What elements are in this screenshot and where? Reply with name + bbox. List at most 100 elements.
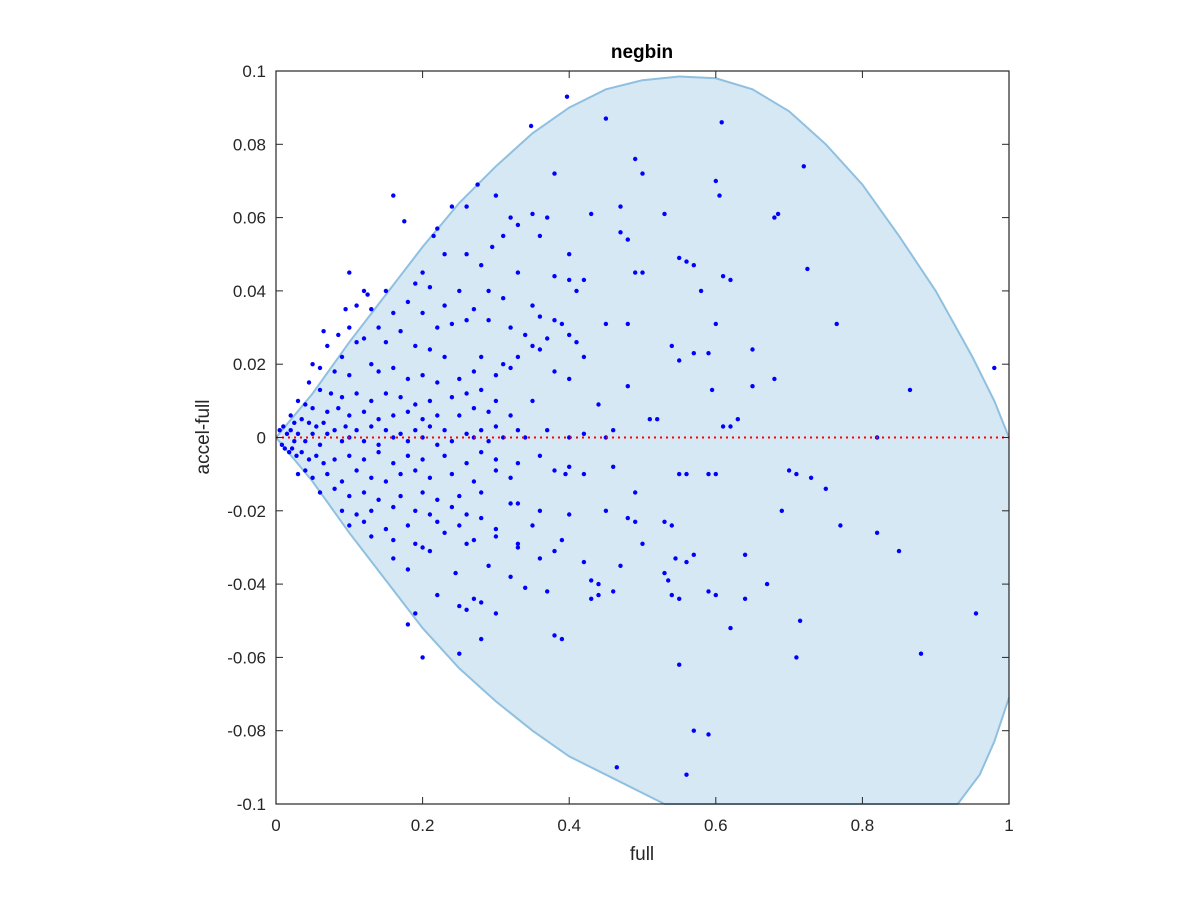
data-point [625,237,630,242]
data-point [603,116,609,121]
data-point [508,501,513,506]
data-point [677,471,682,477]
data-point [564,94,570,99]
data-point [464,391,469,396]
data-point [442,303,447,308]
data-point [383,526,389,532]
data-point [391,193,396,198]
data-point [427,548,433,554]
data-point [427,475,433,480]
data-point [728,424,733,429]
data-point [449,471,455,477]
data-point [589,211,594,217]
data-point [402,219,407,224]
data-point [376,450,381,455]
data-point [405,439,411,444]
data-point [567,435,572,440]
data-point [317,490,323,495]
data-point [618,563,623,568]
data-point [669,343,674,349]
data-point [435,442,440,447]
data-point [391,556,396,561]
data-point [442,453,447,458]
data-point [303,439,308,444]
data-point [427,347,433,352]
data-point [552,369,557,374]
data-point [471,369,477,374]
data-point [486,439,491,444]
data-point [720,274,726,279]
data-point [361,439,367,444]
data-point [501,233,506,239]
data-point [537,233,543,239]
data-point [742,552,748,557]
data-point [427,398,433,404]
data-point [299,450,304,455]
data-point [405,376,411,382]
data-point [336,406,341,411]
data-point [321,461,326,466]
data-point [457,523,462,528]
data-point [383,391,389,396]
data-point [449,439,455,444]
data-point [435,413,440,418]
data-point [420,417,425,422]
data-point [493,468,499,473]
data-point [973,611,979,616]
data-point [596,581,601,587]
data-point [581,431,587,436]
data-point [405,409,411,414]
data-point [563,471,568,477]
data-point [471,479,477,484]
data-point [391,504,396,510]
data-point [772,215,777,220]
region-lower-boundary [275,436,1010,805]
data-point [493,526,499,532]
data-point [449,321,455,327]
data-point [471,406,477,411]
data-point [493,457,499,462]
data-point [347,270,352,275]
x-axis-ticks: 0 0.2 0.4 0.6 0.8 1 [271,71,1014,835]
data-point [764,581,770,587]
data-point [508,325,513,330]
data-point [398,471,403,477]
data-point [383,428,389,433]
data-point [420,490,425,495]
data-point [413,468,418,473]
data-point [589,578,594,583]
data-point [530,398,535,404]
data-point [786,468,792,473]
data-point [706,471,711,477]
data-point [310,475,315,480]
data-point [413,343,418,349]
data-point [508,413,513,418]
data-point [775,211,781,217]
data-point [398,395,403,400]
data-point [288,413,293,418]
data-point [706,351,711,356]
data-point [413,508,418,513]
data-point [306,380,312,385]
data-point [369,534,374,539]
data-point [691,728,696,733]
data-point [325,343,330,349]
data-point [369,424,374,429]
data-point [449,204,455,209]
data-point [464,431,469,436]
data-point [325,409,330,414]
data-point [735,417,740,422]
data-point [354,468,359,473]
data-point [376,442,381,447]
data-point [537,556,543,561]
data-point [292,439,297,444]
data-point [325,471,330,477]
data-point [369,475,374,480]
data-point [479,354,484,360]
data-point [698,288,704,294]
y-tick-label: -0.02 [227,502,266,521]
data-point [435,380,440,385]
data-point [464,252,469,257]
data-point [479,387,484,393]
data-point [420,373,425,378]
